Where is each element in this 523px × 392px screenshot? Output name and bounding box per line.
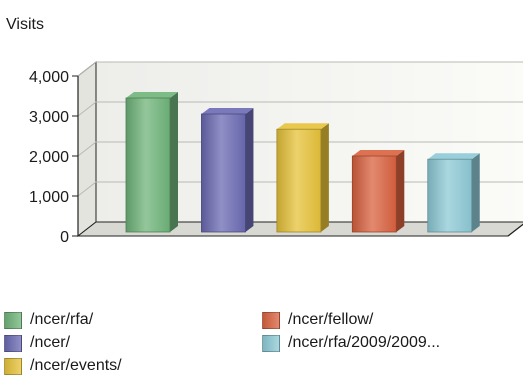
legend-item: /ncer/ <box>4 333 70 353</box>
bar <box>125 92 178 233</box>
bar-front <box>276 128 322 233</box>
bar-side <box>170 92 178 232</box>
bar-top <box>427 153 480 160</box>
bar-top <box>352 150 405 156</box>
legend-label: /ncer/ <box>30 334 71 351</box>
legend-swatch <box>262 334 280 352</box>
legend-item: /ncer/events/ <box>4 356 122 376</box>
chart-legend: /ncer/rfa/ /ncer/ /ncer/events/ /ncer/fello… <box>0 310 523 392</box>
bar-front <box>125 97 171 233</box>
legend-label: /ncer/events/ <box>30 357 122 374</box>
bar-side <box>320 123 329 232</box>
gridline <box>77 101 523 117</box>
bar <box>351 150 405 233</box>
bar-side <box>245 108 254 232</box>
chart-title: Visits <box>6 16 44 33</box>
legend-label: /ncer/rfa/2009/2009... <box>288 334 441 351</box>
y-tick-label: 1,000 <box>29 189 69 206</box>
bar-front <box>351 155 397 233</box>
legend-label: /ncer/rfa/ <box>30 311 94 328</box>
bar <box>201 108 254 233</box>
legend-item: /ncer/fellow/ <box>262 310 373 330</box>
gridline <box>77 61 523 77</box>
bar <box>276 123 329 233</box>
floor-edge <box>507 223 523 237</box>
legend-swatch <box>4 334 22 352</box>
bar-side <box>471 153 480 232</box>
chart-plot-area: 0 1,000 2,000 3,000 4,000 <box>29 60 523 246</box>
bar-top <box>276 123 329 130</box>
bar <box>427 153 480 233</box>
y-tick-label: 2,000 <box>29 149 69 166</box>
y-tick-label: 4,000 <box>29 69 69 86</box>
legend-swatch <box>262 311 280 329</box>
bar-front <box>201 113 246 233</box>
legend-swatch <box>4 311 22 329</box>
bar-front <box>427 158 473 233</box>
y-tick-label: 3,000 <box>29 109 69 126</box>
bar-side <box>396 150 405 232</box>
y-tick-label: 0 <box>60 229 69 246</box>
bar-top <box>201 108 254 114</box>
bar-top <box>126 92 178 98</box>
legend-swatch <box>4 357 22 375</box>
legend-label: /ncer/fellow/ <box>288 311 374 328</box>
gridline <box>77 141 523 157</box>
legend-item: /ncer/rfa/2009/2009... <box>262 333 440 353</box>
legend-item: /ncer/rfa/ <box>4 310 93 330</box>
